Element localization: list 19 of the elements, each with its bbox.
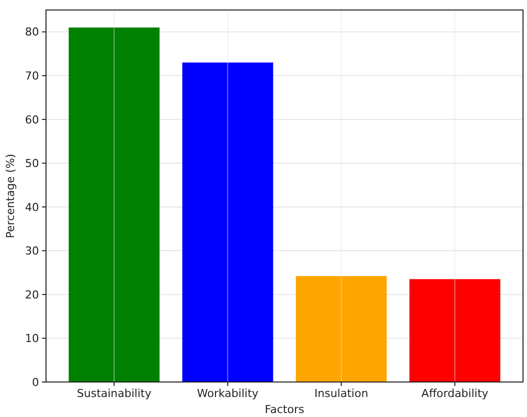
y-tick-label: 40: [25, 200, 39, 214]
y-tick-label: 0: [32, 376, 39, 389]
y-tick-label: 30: [25, 244, 39, 258]
bar: [68, 28, 160, 382]
x-tick-label: Workability: [197, 387, 259, 400]
x-tick-label: Insulation: [314, 387, 368, 400]
bar: [182, 62, 274, 382]
y-tick-label: 80: [25, 26, 39, 39]
y-tick-label: 60: [25, 113, 39, 126]
y-tick-label: 10: [25, 332, 39, 346]
x-axis-title: Factors: [264, 403, 304, 416]
bar: [409, 279, 500, 382]
x-tick-label: Affordability: [421, 387, 489, 400]
x-tick-label: Sustainability: [76, 387, 152, 400]
y-tick-label: 50: [25, 157, 39, 170]
y-axis-title: Percentage (%): [4, 154, 17, 238]
y-tick-label: 20: [25, 288, 39, 302]
bar: [296, 276, 387, 382]
y-tick-label: 70: [25, 69, 39, 82]
